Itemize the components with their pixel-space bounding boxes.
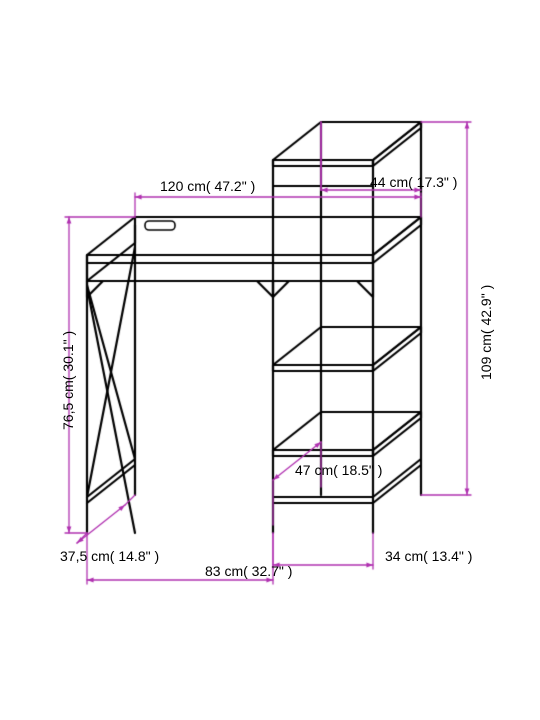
label-83cm: 83 cm( 32.7" ) (205, 563, 292, 579)
label-44cm: 44 cm( 17.3" ) (370, 174, 457, 190)
label-37cm: 37,5 cm( 14.8" ) (60, 548, 159, 564)
dimension-canvas (0, 0, 540, 720)
label-47cm: 47 cm( 18.5" ) (295, 462, 382, 478)
label-109cm: 109 cm( 42.9" ) (478, 285, 494, 380)
label-76cm: 76,5 cm( 30.1" ) (60, 331, 76, 430)
label-34cm: 34 cm( 13.4" ) (385, 548, 472, 564)
label-120cm: 120 cm( 47.2" ) (160, 178, 255, 194)
